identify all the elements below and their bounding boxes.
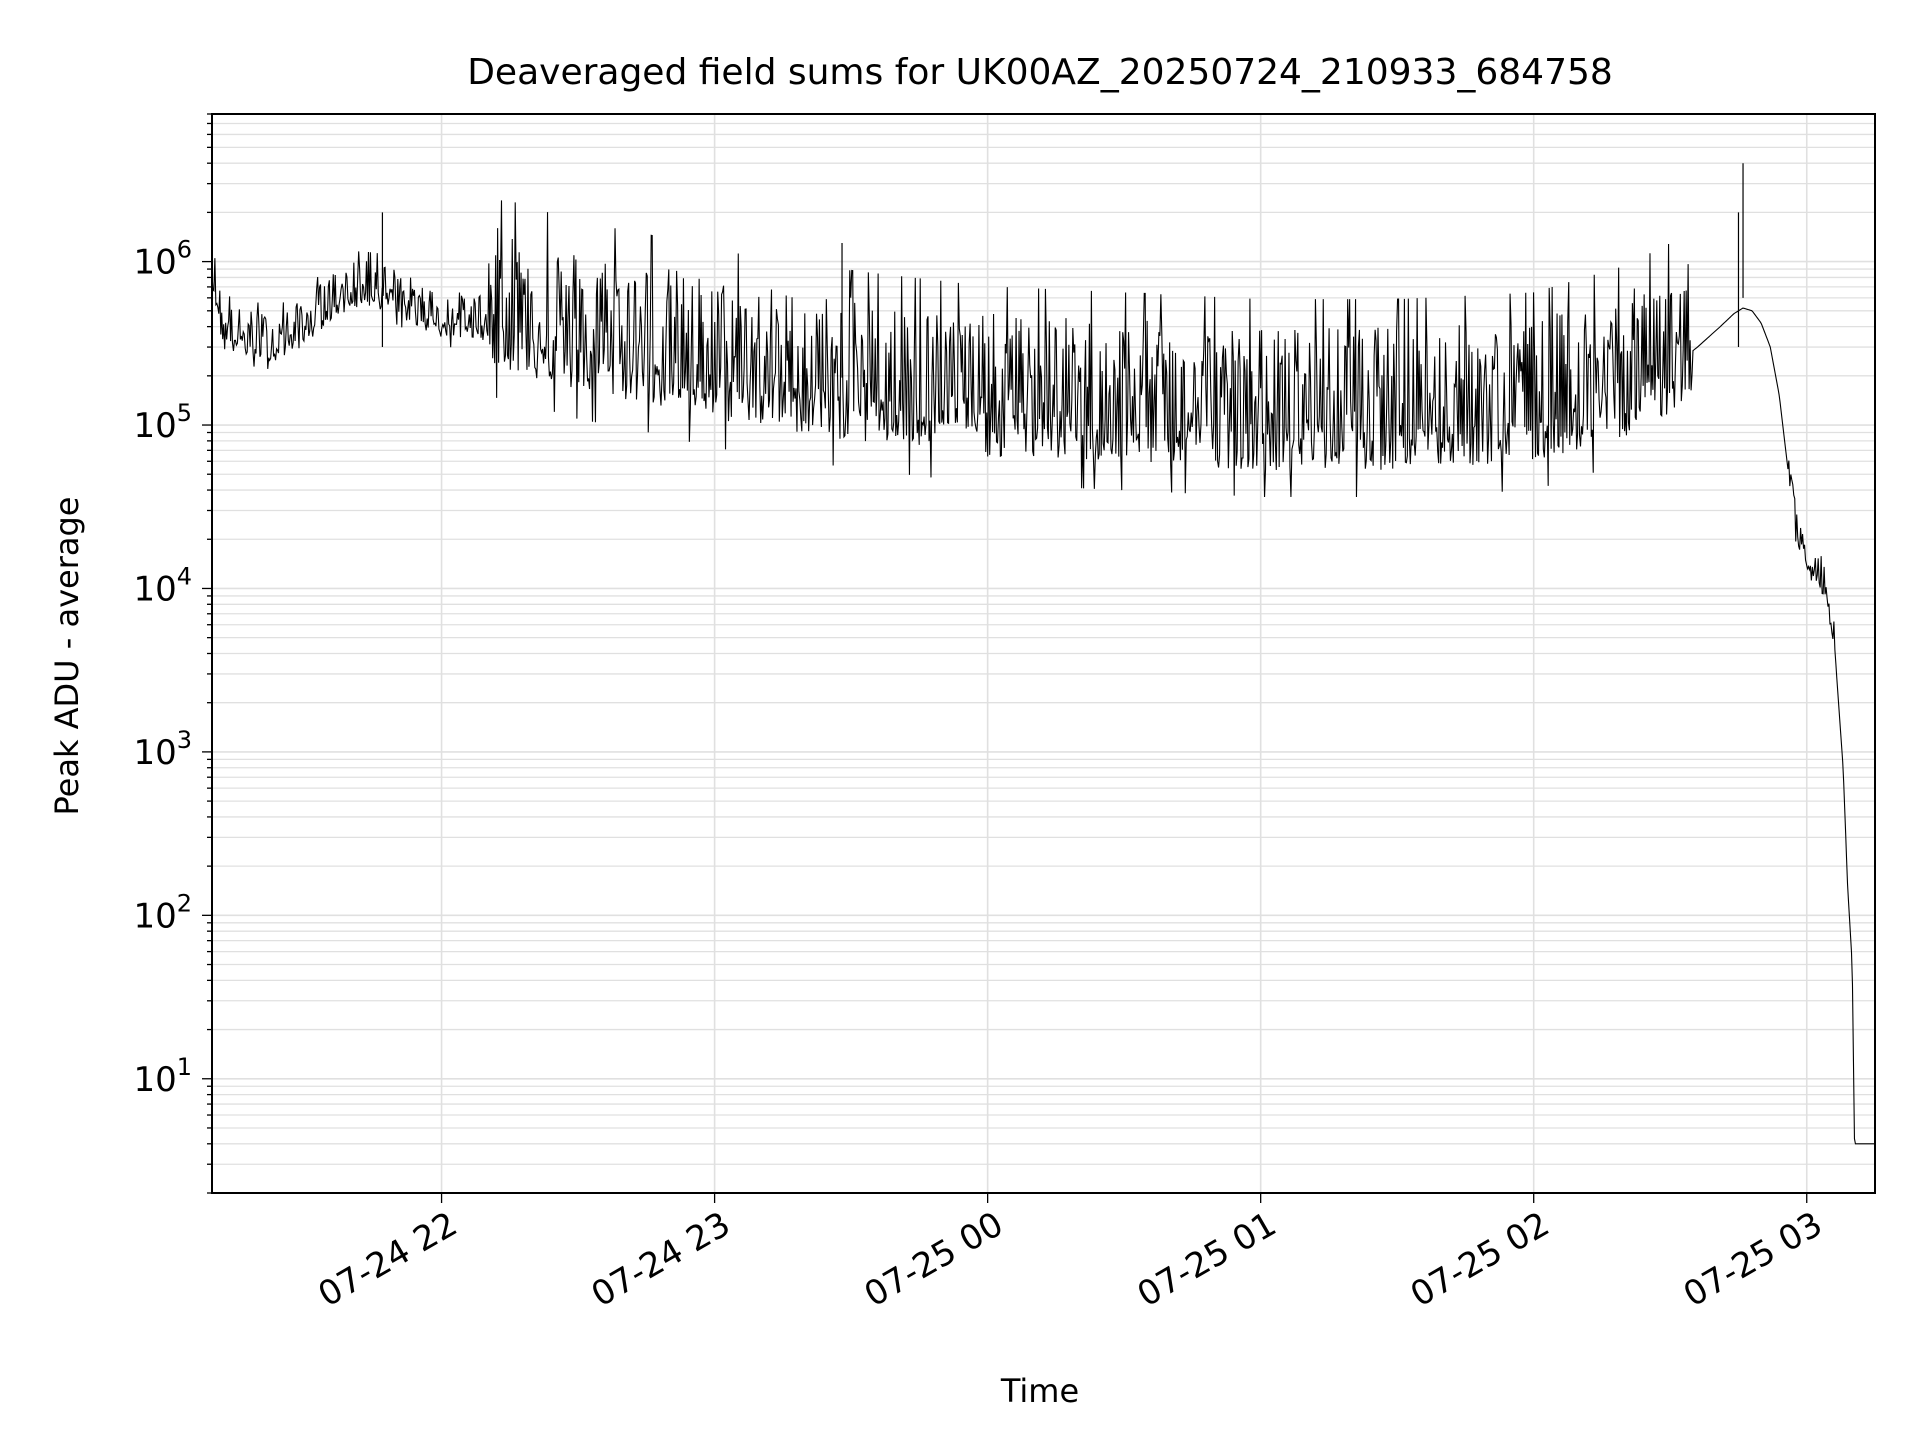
y-tick-label: 102 xyxy=(133,889,192,936)
x-axis-label: Time xyxy=(1000,1372,1079,1410)
y-tick-label-exponent: 4 xyxy=(177,562,192,590)
y-tick-label-base: 10 xyxy=(133,896,176,936)
y-tick-label: 105 xyxy=(133,399,192,446)
y-tick-label-base: 10 xyxy=(133,406,176,446)
chart-title: Deaveraged field sums for UK00AZ_2025072… xyxy=(467,52,1613,93)
y-tick-label-base: 10 xyxy=(133,569,176,609)
plot-area xyxy=(211,163,1875,1145)
y-tick-label-exponent: 6 xyxy=(177,236,192,264)
y-tick-label-base: 10 xyxy=(133,733,176,773)
y-tick-label-base: 10 xyxy=(133,1060,176,1100)
y-tick-label: 104 xyxy=(133,562,192,609)
y-tick-label-base: 10 xyxy=(133,243,176,283)
y-tick-label-exponent: 2 xyxy=(177,889,192,917)
y-tick-label: 106 xyxy=(133,236,192,283)
y-tick-label-exponent: 3 xyxy=(177,726,192,754)
y-tick-label-exponent: 1 xyxy=(177,1053,192,1081)
y-tick-label-exponent: 5 xyxy=(177,399,192,427)
y-tick-label: 103 xyxy=(133,726,192,773)
y-tick-label: 101 xyxy=(133,1053,192,1100)
grid xyxy=(212,113,1875,1194)
series-line xyxy=(211,200,1875,1145)
y-axis-label: Peak ADU - average xyxy=(48,497,86,816)
